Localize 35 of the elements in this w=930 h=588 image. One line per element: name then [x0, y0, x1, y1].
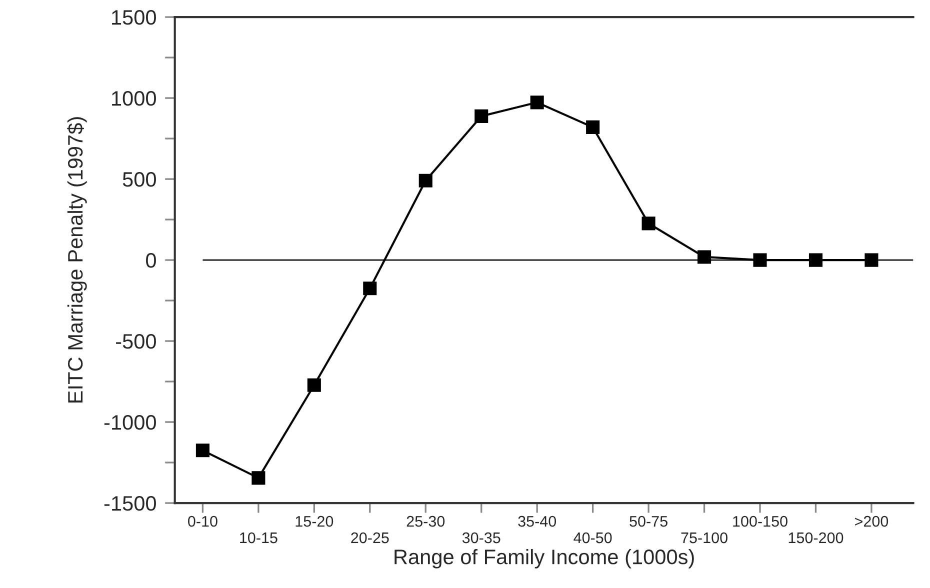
- x-tick-label: 40-50: [574, 532, 612, 544]
- point: [363, 282, 377, 296]
- y-tick-label: -1500: [104, 496, 156, 511]
- y-tick-label: 0: [146, 253, 156, 268]
- y-tick-label: -1000: [104, 415, 156, 430]
- x-axis-title: Range of Family Income (1000s): [394, 549, 694, 568]
- point: [196, 444, 210, 458]
- x-tick-label: 20-25: [351, 532, 389, 544]
- y-tick-label: 1000: [112, 91, 156, 106]
- x-tick-label: 50-75: [630, 516, 668, 527]
- y-tick-label: 1500: [112, 10, 156, 25]
- y-tick-label: -500: [116, 334, 156, 349]
- point: [864, 253, 878, 267]
- point: [753, 253, 767, 267]
- point: [252, 471, 266, 485]
- point: [418, 174, 432, 188]
- point: [530, 96, 544, 110]
- x-tick-label: 10-15: [240, 532, 278, 544]
- x-tick-label: 75-100: [681, 532, 728, 544]
- y-axis-title: EITC Marriage Penalty (1997$): [67, 117, 87, 402]
- y-tick-label: 500: [122, 172, 156, 187]
- point: [474, 109, 488, 123]
- point: [642, 216, 656, 230]
- x-tick-label: 150-200: [788, 532, 844, 544]
- x-tick-label: 100-150: [733, 516, 788, 527]
- x-tick-label: 0-10: [188, 516, 218, 527]
- x-tick-label: 25-30: [406, 516, 445, 527]
- x-tick-label: 30-35: [462, 532, 500, 544]
- point: [698, 250, 712, 264]
- x-tick-label: >200: [855, 516, 888, 527]
- point: [307, 378, 321, 392]
- point: [586, 120, 600, 134]
- point: [808, 253, 823, 267]
- x-tick-label: 15-20: [296, 516, 334, 527]
- x-tick-label: 35-40: [518, 516, 556, 527]
